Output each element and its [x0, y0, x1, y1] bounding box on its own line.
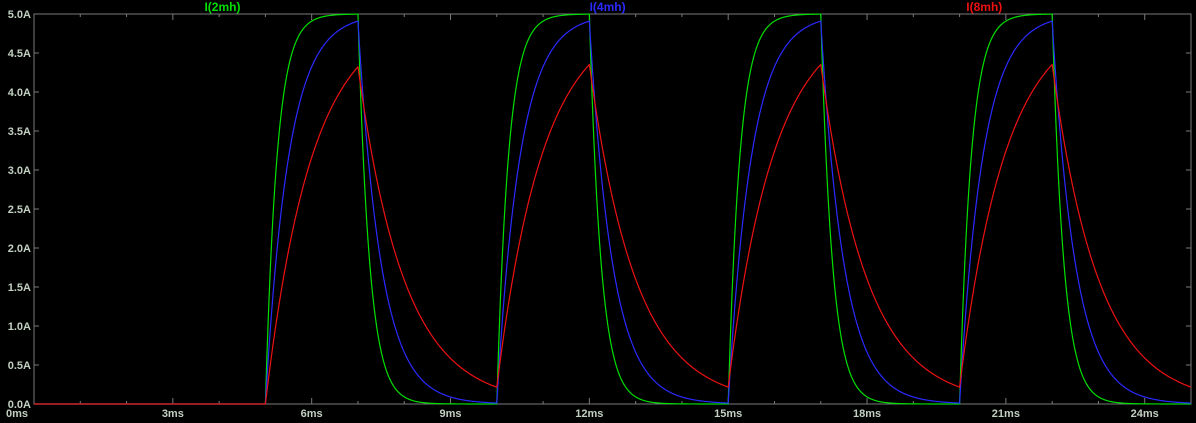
- trace-label-i4mh[interactable]: I(4mh): [589, 0, 626, 14]
- x-axis-tick-label: 21ms: [992, 408, 1020, 420]
- trace-label-i8mh[interactable]: I(8mh): [966, 0, 1003, 14]
- y-axis-tick-label: 4.5A: [8, 48, 31, 60]
- x-axis-tick-label: 18ms: [853, 408, 881, 420]
- y-axis-tick-label: 0.5A: [8, 360, 31, 372]
- y-axis-tick-label: 5.0A: [8, 9, 31, 21]
- plot-border: [33, 13, 1192, 405]
- trace-i2mh[interactable]: [34, 13, 1191, 405]
- y-axis-tick-label: 0.0A: [8, 399, 31, 411]
- x-axis-tick-label: 0ms: [6, 408, 28, 420]
- x-axis-tick-label: 3ms: [162, 408, 184, 420]
- y-axis-tick-label: 4.0A: [8, 87, 31, 99]
- trace-i8mh[interactable]: [34, 63, 1192, 405]
- y-axis-tick-label: 3.0A: [8, 165, 31, 177]
- x-axis-tick-label: 15ms: [714, 408, 742, 420]
- y-axis-tick-label: 1.5A: [8, 282, 31, 294]
- x-axis-tick-label: 6ms: [301, 408, 323, 420]
- y-axis-tick-label: 2.0A: [8, 243, 31, 255]
- x-axis-tick-label: 24ms: [1131, 408, 1159, 420]
- trace-label-i2mh[interactable]: I(2mh): [204, 0, 241, 14]
- y-axis-tick-label: 3.5A: [8, 126, 31, 138]
- y-axis-tick-label: 1.0A: [8, 321, 31, 333]
- y-axis-tick-label: 2.5A: [8, 204, 31, 216]
- trace-i4mh[interactable]: [34, 20, 1192, 405]
- x-axis-tick-label: 9ms: [440, 408, 462, 420]
- x-axis-tick-label: 12ms: [575, 408, 603, 420]
- trace-legend: I(2mh) I(4mh) I(8mh): [0, 0, 1196, 14]
